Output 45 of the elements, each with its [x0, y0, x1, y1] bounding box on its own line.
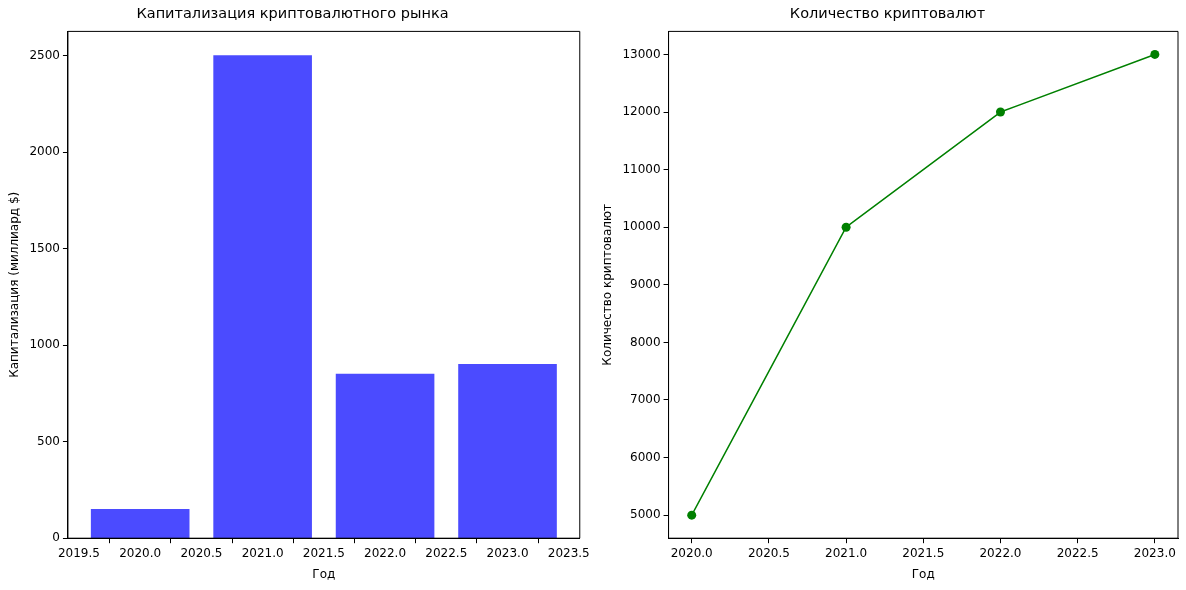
y-axis-title: Количество криптовалют: [600, 203, 615, 366]
y-tick-label: 0: [52, 530, 60, 545]
y-tick-label: 6000: [630, 449, 661, 464]
x-tick-label: 2021.0: [241, 545, 284, 560]
bar: [90, 508, 190, 539]
bar: [458, 364, 557, 539]
point: [687, 510, 697, 520]
x-tick-label: 2021.5: [302, 545, 345, 560]
y-tick-label: 13000: [622, 46, 661, 61]
point: [841, 222, 851, 232]
x-tick-label: 2019.5: [57, 545, 100, 560]
x-tick-label: 2022.5: [425, 545, 468, 560]
x-tick-label: 2023.0: [1133, 545, 1176, 560]
point: [1150, 49, 1160, 59]
y-tick-label: 12000: [622, 104, 661, 119]
x-axis-title: Год: [312, 566, 336, 581]
x-tick-label: 2023.0: [486, 545, 529, 560]
y-tick-label: 2000: [29, 144, 60, 159]
y-tick-label: 9000: [630, 276, 661, 291]
x-tick-label: 2021.0: [825, 545, 868, 560]
chart-title: Количество криптовалют: [789, 5, 986, 22]
x-tick-label: 2022.0: [979, 545, 1022, 560]
y-tick-label: 1000: [29, 337, 60, 352]
x-tick-label: 2022.5: [1056, 545, 1099, 560]
x-tick-label: 2022.0: [364, 545, 407, 560]
y-tick-label: 8000: [630, 334, 661, 349]
chart-title: Капитализация криптовалютного рынка: [136, 5, 449, 22]
y-axis-title: Капитализация (миллиард $): [7, 191, 22, 378]
y-tick-label: 11000: [622, 161, 661, 176]
bar: [335, 373, 435, 539]
y-tick-label: 500: [37, 433, 60, 448]
point: [995, 107, 1005, 117]
x-tick-label: 2020.5: [180, 545, 223, 560]
y-tick-label: 10000: [622, 219, 661, 234]
x-tick-label: 2020.0: [670, 545, 713, 560]
y-tick-label: 1500: [29, 240, 60, 255]
y-tick-label: 2500: [29, 47, 60, 62]
x-tick-label: 2023.5: [547, 545, 590, 560]
x-axis-title: Год: [911, 566, 935, 581]
y-tick-label: 5000: [630, 507, 661, 522]
bar: [213, 55, 312, 539]
x-tick-label: 2021.5: [902, 545, 945, 560]
x-tick-label: 2020.0: [119, 545, 162, 560]
y-tick-label: 7000: [630, 392, 661, 407]
x-tick-label: 2020.5: [747, 545, 790, 560]
